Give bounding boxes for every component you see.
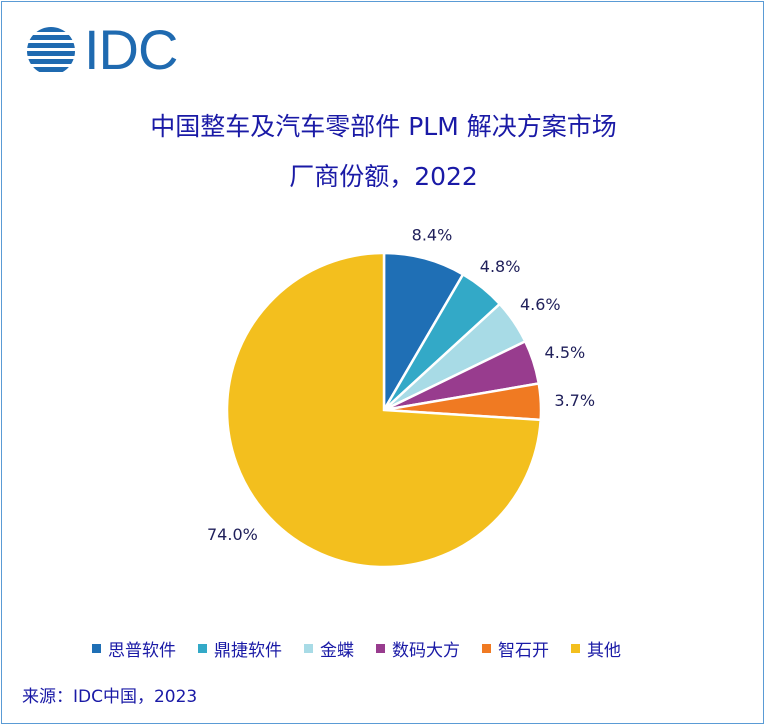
slice-label-6: 74.0%: [207, 525, 258, 544]
slice-label-5: 3.7%: [554, 391, 595, 410]
chart-legend: 思普软件 鼎捷软件 金蝶 数码大方 智石开 其他: [92, 636, 643, 661]
slice-label-4: 4.5%: [545, 343, 586, 362]
slice-label-2: 4.8%: [480, 257, 521, 276]
legend-item-1: 思普软件: [92, 636, 176, 661]
legend-swatch: [304, 644, 313, 653]
legend-swatch: [376, 644, 385, 653]
legend-label: 金蝶: [320, 641, 354, 661]
logo-text: IDC: [84, 18, 178, 81]
legend-item-2: 鼎捷软件: [198, 636, 282, 661]
legend-item-5: 智石开: [482, 636, 549, 661]
legend-swatch: [92, 644, 101, 653]
legend-item-6: 其他: [571, 636, 621, 661]
legend-label: 思普软件: [108, 641, 176, 661]
legend-label: 智石开: [498, 641, 549, 661]
chart-title: 中国整车及汽车零部件 PLM 解决方案市场: [150, 112, 617, 141]
legend-item-4: 数码大方: [376, 636, 460, 661]
legend-label: 鼎捷软件: [214, 641, 282, 661]
legend-label: 其他: [587, 641, 621, 661]
source-note: 来源：IDC中国，2023: [22, 687, 198, 707]
slice-label-3: 4.6%: [520, 295, 561, 314]
idc-logo-icon: [27, 27, 75, 72]
legend-swatch: [198, 644, 207, 653]
legend-label: 数码大方: [392, 641, 460, 661]
legend-swatch: [571, 644, 580, 653]
legend-item-3: 金蝶: [304, 636, 354, 661]
legend-swatch: [482, 644, 491, 653]
chart-subtitle: 厂商份额，2022: [289, 162, 478, 191]
pie-slice-6: [225, 251, 543, 569]
slice-label-1: 8.4%: [412, 225, 453, 244]
